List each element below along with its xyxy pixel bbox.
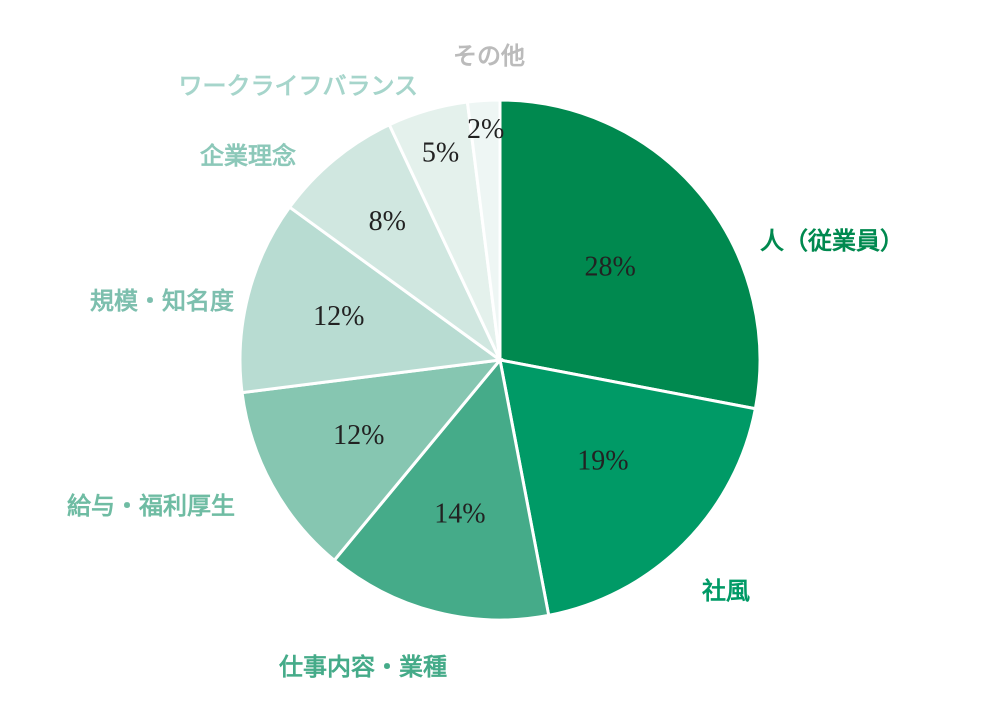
slice-category-label: 企業理念 bbox=[200, 142, 296, 170]
pie-slice bbox=[498, 98, 762, 411]
slice-value-label: 8% bbox=[369, 206, 406, 237]
pie-slice bbox=[287, 122, 502, 362]
pie-slice bbox=[465, 98, 502, 361]
slice-value-label: 5% bbox=[422, 138, 459, 169]
slice-category-label: 規模・知名度 bbox=[90, 287, 235, 315]
slice-value-label: 19% bbox=[577, 445, 628, 476]
slice-value-label: 28% bbox=[585, 251, 636, 282]
pie-slice bbox=[238, 205, 504, 395]
slice-category-label: その他 bbox=[453, 42, 525, 70]
slice-category-label: 仕事内容・業種 bbox=[278, 653, 447, 681]
slice-value-label: 14% bbox=[434, 499, 485, 530]
slices-layer bbox=[238, 98, 762, 622]
value-labels-layer: 28% 19% 14% 12% 12% 8% 5% 2% bbox=[313, 114, 636, 529]
slice-value-label: 12% bbox=[333, 420, 384, 451]
slice-category-label: ワークライフバランス bbox=[178, 72, 418, 100]
slice-value-label: 2% bbox=[467, 114, 504, 145]
slice-category-label: 人（従業員） bbox=[760, 227, 904, 255]
slice-category-label: 給与・福利厚生 bbox=[67, 492, 235, 520]
pie-slice bbox=[240, 358, 504, 563]
slice-value-label: 12% bbox=[313, 301, 364, 332]
pie-slice bbox=[498, 358, 758, 618]
slice-category-label: 社風 bbox=[702, 577, 750, 605]
pie-slice bbox=[332, 356, 551, 622]
